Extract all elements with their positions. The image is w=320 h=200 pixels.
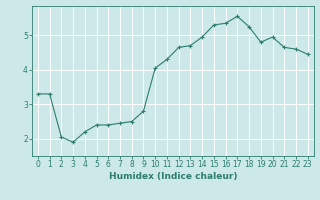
X-axis label: Humidex (Indice chaleur): Humidex (Indice chaleur): [108, 172, 237, 181]
